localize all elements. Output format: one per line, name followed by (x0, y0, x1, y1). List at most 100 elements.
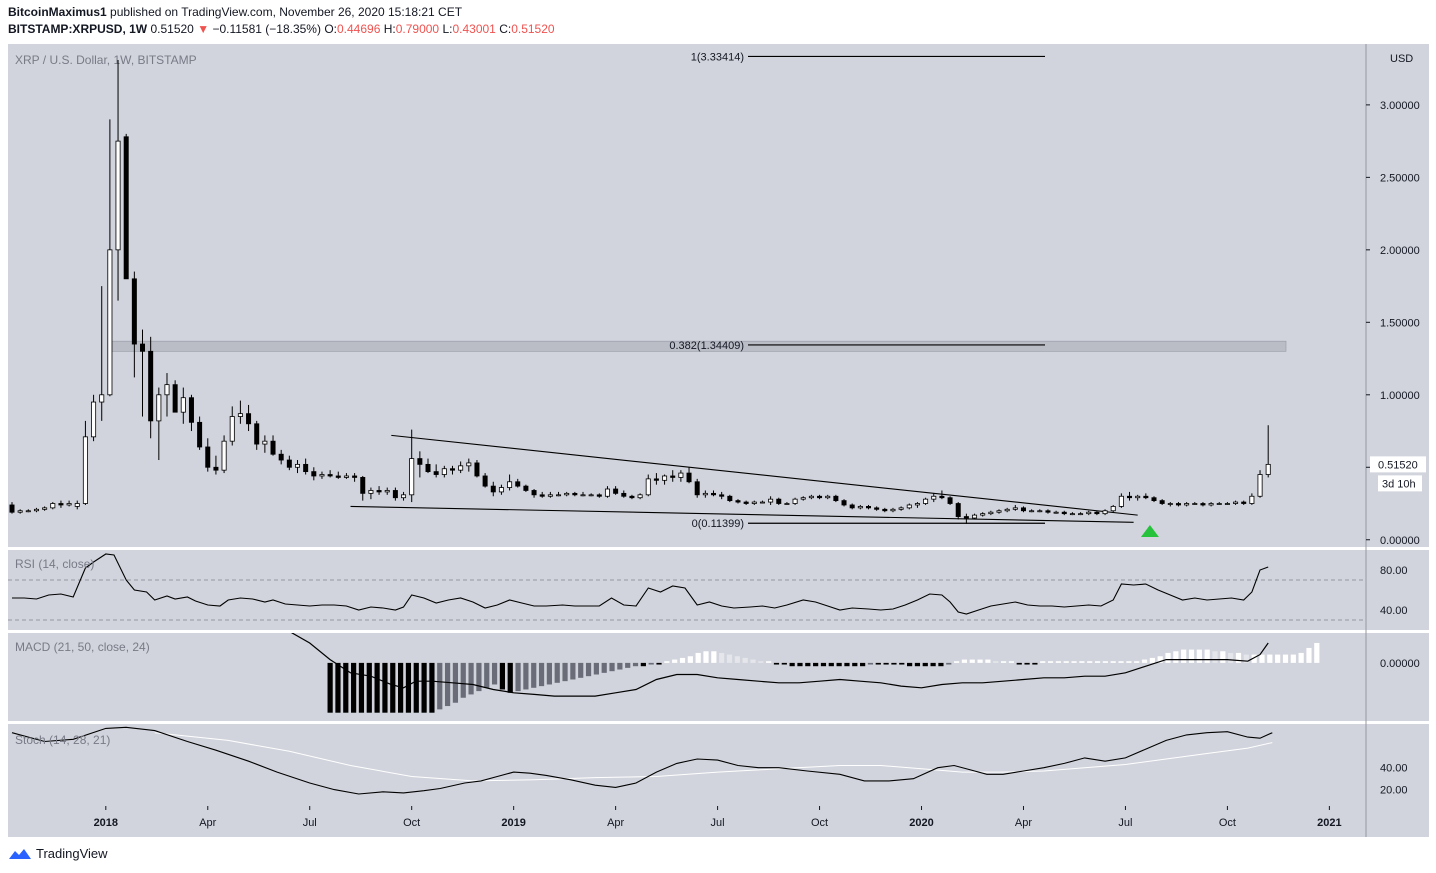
stoch-label: Stoch (14, 28, 21) (15, 733, 110, 747)
candle-113 (931, 495, 937, 500)
ytick-label-0: 0.00000 (1380, 535, 1420, 547)
macd-hist-bar-117 (1243, 654, 1249, 663)
candle-41 (343, 475, 349, 478)
macd-label: MACD (21, 50, close, 24) (15, 640, 150, 654)
macd-hist-bar-59 (789, 662, 795, 667)
candle-123 (1012, 507, 1018, 510)
candle-116 (955, 503, 961, 517)
xtick-label-12: 2021 (1317, 817, 1341, 829)
pane-main (8, 44, 1366, 547)
low-label: L: (442, 22, 453, 36)
macd-hist-bar-32 (578, 662, 584, 678)
current-price-label: 0.51520 (1378, 459, 1418, 471)
chart-svg[interactable]: XRP / U.S. Dollar, 1W, BITSTAMP 1(3.33414… (8, 44, 1429, 837)
pane-macd (8, 633, 1366, 721)
macd-hist-bar-51 (726, 654, 733, 663)
time-axis-bg (8, 806, 1429, 837)
candle-23 (197, 421, 203, 448)
candle-30 (254, 423, 260, 445)
candle-3 (33, 508, 39, 512)
candle-62 (515, 481, 521, 487)
macd-hist-bar-20 (484, 662, 490, 688)
macd-plot (290, 633, 1320, 713)
macd-hist-bar-22 (499, 662, 506, 690)
candle-99 (817, 495, 823, 499)
candle-146 (1200, 503, 1206, 506)
xtick-label-1: Apr (199, 817, 216, 829)
axis-bg-rsi (1366, 550, 1429, 630)
xtick-label-4: 2019 (501, 817, 525, 829)
candle-35 (294, 463, 300, 468)
macd-hist-bar-110 (1188, 649, 1195, 663)
macd-hist-bar-105 (1149, 657, 1155, 663)
macd-hist-bar-10 (405, 662, 412, 713)
candle-61 (507, 481, 513, 488)
candle-111 (914, 503, 920, 506)
rsi-line (12, 553, 1269, 615)
macd-hist-bar-104 (1141, 659, 1148, 663)
candle-60 (498, 487, 504, 493)
macd-hist-bar-50 (719, 652, 725, 663)
xtick-label-6: Jul (711, 817, 725, 829)
macd-hist-bar-111 (1196, 649, 1202, 663)
candle-138 (1135, 495, 1141, 499)
chart-container[interactable]: XRP / U.S. Dollar, 1W, BITSTAMP 1(3.33414… (8, 44, 1429, 837)
macd-hist-bar-84 (985, 659, 991, 663)
macd-hist-bar-19 (476, 662, 482, 692)
macd-hist-bar-62 (813, 662, 819, 667)
candle-5 (50, 503, 56, 509)
xtick-label-8: 2020 (909, 817, 933, 829)
macd-hist-bar-60 (797, 662, 803, 667)
tradingview-logo[interactable]: TradingView (8, 846, 108, 861)
candle-71 (588, 494, 594, 497)
candle-18 (156, 394, 162, 422)
macd-hist-bar-25 (523, 662, 529, 690)
candle-145 (1192, 503, 1198, 505)
macd-hist-bar-98 (1094, 661, 1101, 663)
candle-0 (9, 504, 15, 513)
stoch-ytick-1: 20.00 (1380, 785, 1408, 797)
candle-112 (923, 498, 929, 504)
candle-130 (1069, 513, 1075, 516)
candle-72 (596, 494, 602, 497)
macd-hist-bar-45 (679, 657, 686, 663)
macd-hist-bar-125 (1306, 647, 1312, 663)
macd-hist-bar-15 (444, 662, 451, 707)
macd-hist-bar-100 (1110, 661, 1116, 663)
price-tag (1370, 456, 1426, 473)
candle-15 (131, 278, 137, 345)
candle-96 (792, 498, 798, 504)
high-value: 0.79000 (395, 22, 440, 36)
macd-hist-bar-79 (946, 662, 952, 665)
macd-hist-bar-28 (546, 662, 552, 685)
macd-hist-bar-34 (593, 662, 599, 675)
macd-hist-bar-37 (617, 662, 623, 670)
candle-153 (1257, 474, 1263, 497)
stoch-ytick-0: 40.00 (1380, 763, 1408, 775)
macd-hist-bar-29 (554, 662, 560, 683)
ytick-label-6: 3.00000 (1380, 100, 1420, 112)
candle-144 (1184, 503, 1190, 506)
candle-89 (735, 500, 741, 503)
macd-hist-bar-82 (969, 659, 975, 663)
candle-27 (229, 416, 235, 442)
close-value: 0.51520 (511, 22, 555, 36)
macd-hist-bar-38 (625, 662, 631, 668)
candle-73 (604, 488, 610, 497)
axis-bg-macd (1366, 633, 1429, 721)
candle-110 (906, 504, 912, 509)
macd-hist-bar-5 (366, 662, 372, 713)
fib-label-2: 0(0.11399) (692, 518, 744, 530)
macd-hist-bar-68 (860, 662, 866, 667)
candle-48 (401, 494, 407, 499)
macd-hist-bar-106 (1157, 656, 1163, 663)
author-name[interactable]: BitcoinMaximus1 (8, 5, 107, 19)
candle-37 (311, 471, 317, 477)
candle-82 (678, 472, 684, 478)
candle-107 (882, 508, 888, 512)
candle-150 (1233, 501, 1239, 504)
macd-hist-bar-48 (703, 651, 709, 663)
candle-58 (482, 475, 488, 487)
candle-28 (237, 413, 243, 417)
candle-77 (637, 494, 643, 499)
